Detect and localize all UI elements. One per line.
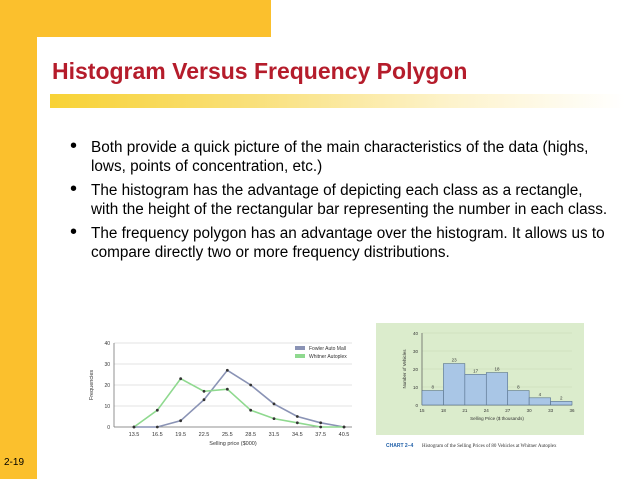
data-point: [202, 389, 206, 393]
histogram-bar: [464, 374, 487, 406]
slide-number: 2-19: [4, 457, 25, 468]
y-tick-label: 0: [415, 403, 418, 408]
x-tick-label: 25.5: [222, 432, 233, 438]
bullet-list: • Both provide a quick picture of the mai…: [70, 135, 610, 267]
y-axis-label: Frequencies: [89, 370, 95, 401]
data-point: [249, 408, 253, 412]
bar-value-label: 8: [431, 385, 434, 390]
data-point: [319, 421, 323, 425]
data-point: [202, 398, 206, 402]
x-tick-label: 21: [462, 408, 468, 413]
histogram-bar: [550, 401, 573, 406]
chart-caption-text: Histogram of the Selling Prices of 80 Ve…: [422, 444, 557, 449]
x-tick-label: 30: [527, 408, 533, 413]
y-tick-label: 30: [413, 349, 419, 354]
x-tick-label: 24: [484, 408, 490, 413]
legend-label: Fowler Auto Mall: [309, 346, 346, 352]
x-tick-label: 37.5: [315, 432, 326, 438]
data-point: [155, 425, 159, 429]
x-tick-label: 13.5: [129, 432, 140, 438]
series-line: [134, 369, 345, 428]
y-tick-label: 10: [104, 404, 110, 410]
y-tick-label: 30: [104, 362, 110, 368]
x-tick-label: 27: [505, 408, 511, 413]
chart-caption-label: CHART 2–4: [386, 443, 413, 449]
data-point: [272, 417, 276, 420]
data-point: [155, 408, 159, 412]
data-point: [319, 425, 323, 429]
y-tick-label: 40: [413, 331, 419, 336]
x-tick-label: 19.5: [175, 432, 186, 438]
slide-title: Histogram Versus Frequency Polygon: [52, 58, 468, 84]
data-point: [225, 368, 229, 372]
x-tick-label: 22.5: [199, 432, 210, 438]
bar-value-label: 4: [539, 392, 542, 397]
bar-value-label: 18: [494, 367, 500, 372]
x-tick-label: 31.5: [269, 432, 280, 438]
bullet-dot-icon: •: [70, 178, 78, 200]
y-axis-label: Number of Vehicles: [402, 349, 407, 389]
data-point: [295, 415, 299, 418]
x-tick-label: 36: [569, 408, 575, 413]
x-tick-label: 18: [441, 408, 447, 413]
series-line: [133, 377, 344, 428]
bullet-item: • Both provide a quick picture of the mai…: [70, 135, 610, 176]
x-tick-label: 40.5: [339, 432, 350, 438]
bullet-text: The histogram has the advantage of depic…: [91, 182, 608, 218]
x-axis-label: Selling Price ($ thousands): [470, 416, 524, 421]
bullet-dot-icon: •: [70, 221, 78, 243]
data-point: [225, 387, 229, 391]
data-point: [132, 425, 136, 429]
data-point: [249, 383, 253, 387]
data-point: [272, 402, 276, 406]
accent-left-strip: [0, 0, 37, 479]
histogram-bar: [485, 372, 509, 406]
data-point: [295, 421, 299, 425]
bullet-text: The frequency polygon has an advantage o…: [91, 225, 605, 261]
frequency-polygon-chart: 0 10 20 30 40 13.5 16.5 19.5 22.5 25.5 28.5 31.5 34.…: [89, 341, 352, 447]
data-point: [179, 419, 183, 423]
y-tick-label: 20: [104, 383, 110, 389]
bullet-text: Both provide a quick picture of the main…: [91, 139, 589, 175]
bar-value-label: 2: [560, 395, 563, 400]
histogram-bar: [507, 390, 530, 406]
bar-value-label: 8: [517, 385, 520, 390]
legend-swatch: [295, 354, 305, 358]
histogram-bar: [421, 390, 444, 406]
legend-swatch: [295, 346, 305, 350]
x-tick-label: 33: [548, 408, 554, 413]
x-tick-label: 34.5: [292, 432, 303, 438]
bullet-item: • The histogram has the advantage of depi…: [70, 178, 610, 219]
x-tick-label: 16.5: [152, 432, 163, 438]
bar-value-label: 17: [473, 368, 479, 373]
y-tick-label: 20: [413, 367, 419, 372]
x-tick-label: 28.5: [245, 432, 256, 438]
legend-label: Whitner Autoplex: [309, 354, 347, 360]
histogram-bar: [443, 363, 466, 406]
data-point: [342, 425, 346, 429]
title-underline-bar: [50, 94, 625, 108]
histogram-bar: [528, 397, 551, 406]
bar-value-label: 23: [452, 358, 458, 363]
data-point: [179, 377, 183, 381]
y-tick-label: 10: [413, 385, 419, 390]
bullet-item: • The frequency polygon has an advantage …: [70, 221, 610, 262]
x-tick-label: 15: [419, 408, 425, 413]
bullet-dot-icon: •: [70, 135, 78, 157]
x-axis-label: Selling price ($000): [209, 441, 257, 447]
y-tick-label: 40: [104, 341, 110, 347]
y-tick-label: 0: [107, 425, 110, 431]
histogram-chart: 0 10 20 30 40 8 23 17 18 8 4 2 15 18 21 24 27 30 33 36 Selli…: [376, 323, 584, 449]
